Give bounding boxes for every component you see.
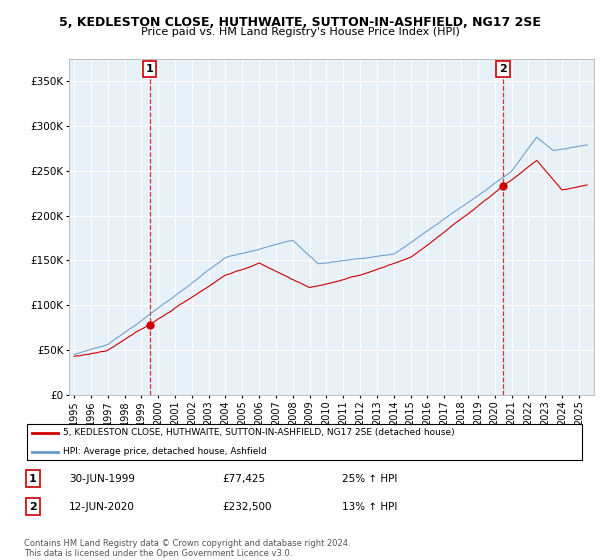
Text: 30-JUN-1999: 30-JUN-1999	[69, 474, 135, 484]
Text: 12-JUN-2020: 12-JUN-2020	[69, 502, 135, 512]
Text: Contains HM Land Registry data © Crown copyright and database right 2024.
This d: Contains HM Land Registry data © Crown c…	[24, 539, 350, 558]
Text: 13% ↑ HPI: 13% ↑ HPI	[342, 502, 397, 512]
Text: 5, KEDLESTON CLOSE, HUTHWAITE, SUTTON-IN-ASHFIELD, NG17 2SE: 5, KEDLESTON CLOSE, HUTHWAITE, SUTTON-IN…	[59, 16, 541, 29]
Text: 25% ↑ HPI: 25% ↑ HPI	[342, 474, 397, 484]
Text: 2: 2	[499, 64, 507, 74]
Text: 5, KEDLESTON CLOSE, HUTHWAITE, SUTTON-IN-ASHFIELD, NG17 2SE (detached house): 5, KEDLESTON CLOSE, HUTHWAITE, SUTTON-IN…	[63, 428, 455, 437]
Text: HPI: Average price, detached house, Ashfield: HPI: Average price, detached house, Ashf…	[63, 447, 267, 456]
Text: Price paid vs. HM Land Registry's House Price Index (HPI): Price paid vs. HM Land Registry's House …	[140, 27, 460, 37]
Text: 2: 2	[29, 502, 37, 512]
Text: £77,425: £77,425	[222, 474, 265, 484]
Text: 1: 1	[29, 474, 37, 484]
FancyBboxPatch shape	[27, 424, 582, 460]
Text: £232,500: £232,500	[222, 502, 271, 512]
Text: 1: 1	[146, 64, 154, 74]
